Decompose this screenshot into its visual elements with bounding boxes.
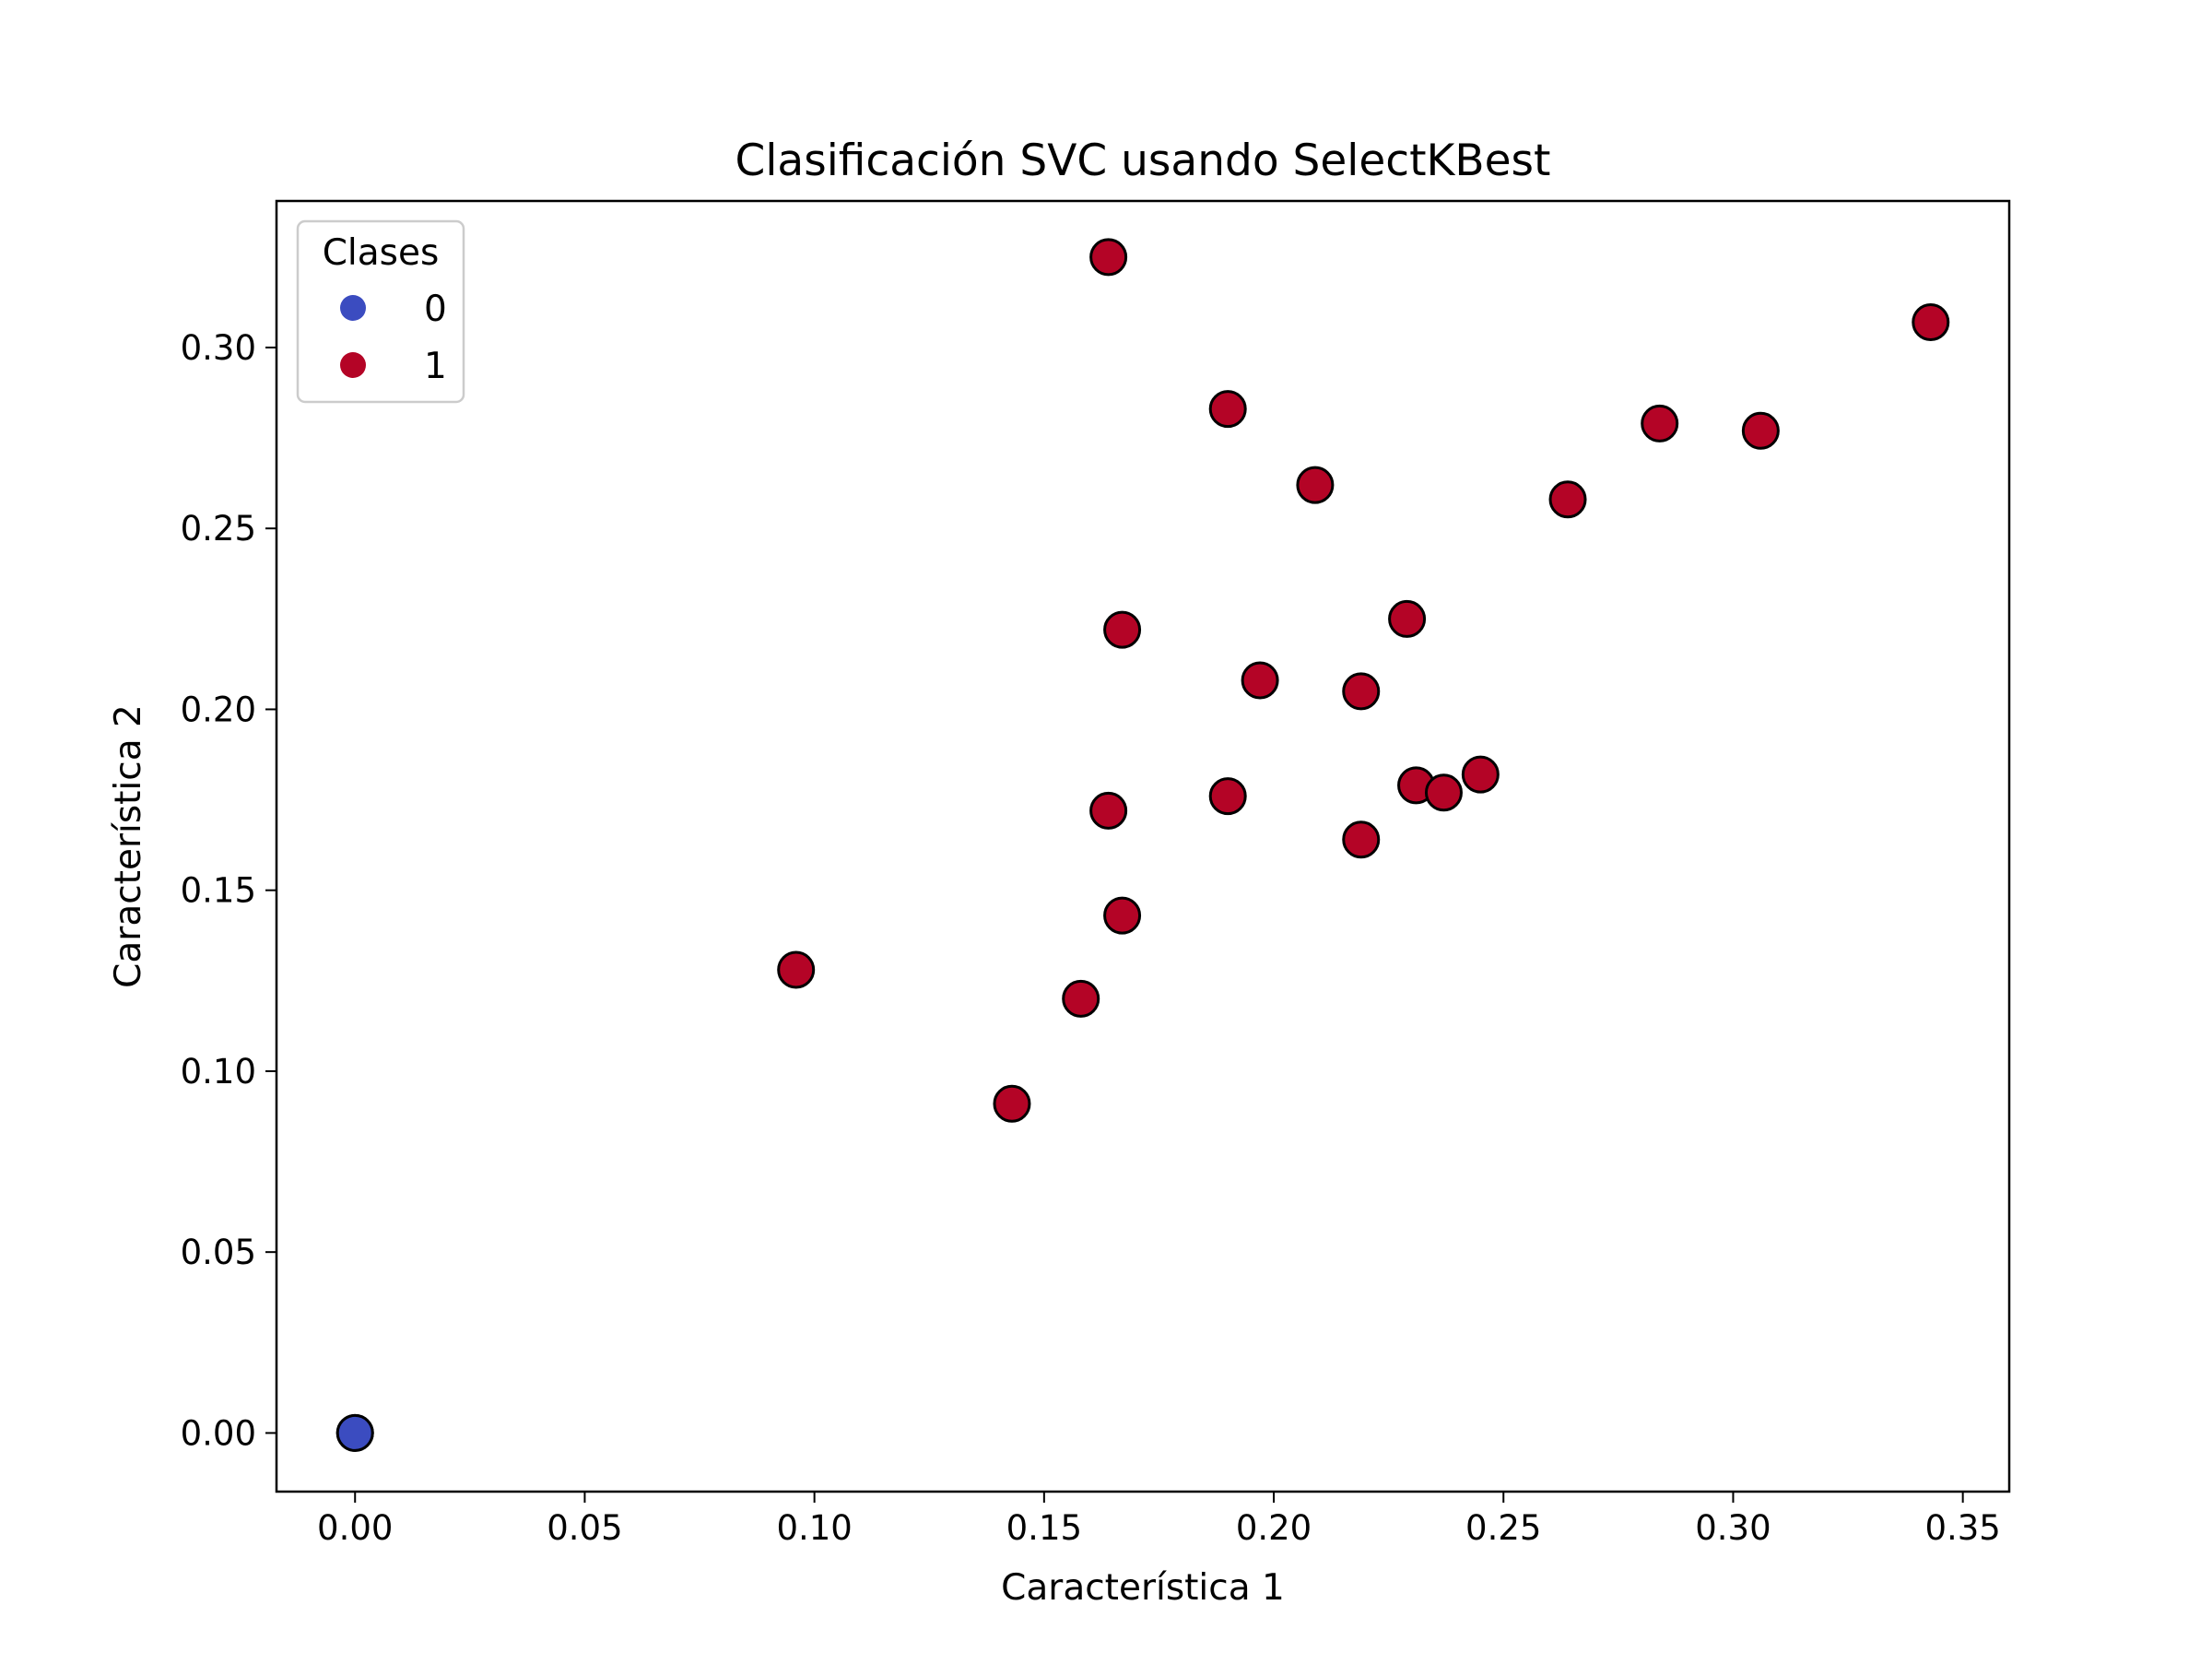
legend-title: Clases [323,232,440,274]
x-tick-label: 0.30 [1695,1508,1771,1548]
legend-marker-0 [340,295,366,321]
data-point-class-1 [1208,390,1247,429]
data-point-class-1 [1342,672,1381,711]
x-tick-label: 0.10 [776,1508,852,1548]
data-point-class-1 [1089,238,1128,277]
data-point-class-1 [993,1084,1031,1123]
data-point-class-1 [1342,820,1381,859]
data-point-class-1 [1912,302,1950,341]
y-tick-label: 0.15 [181,871,256,911]
y-axis-ticks: 0.00 0.05 0.10 0.15 0.20 0.25 0.30 [181,328,276,1453]
legend: Clases 0 1 [296,219,465,404]
x-axis-ticks: 0.00 0.05 0.10 0.15 0.20 0.25 0.30 0.35 [317,1492,2001,1548]
data-point-class-1 [777,950,816,989]
legend-label-1: 1 [424,346,447,387]
plot-frame [275,199,2011,1493]
y-tick-label: 0.05 [181,1233,256,1272]
x-tick-label: 0.35 [1924,1508,2000,1548]
data-point-class-1 [1388,599,1427,638]
x-tick-label: 0.05 [547,1508,622,1548]
data-points [335,238,1950,1452]
x-tick-label: 0.25 [1465,1508,1541,1548]
data-point-class-1 [1062,979,1100,1018]
data-point-class-1 [1641,404,1679,443]
data-point-class-1 [1103,610,1142,649]
y-tick-label: 0.25 [181,509,256,549]
y-tick-label: 0.30 [181,328,256,368]
chart-title: Clasificación SVC usando SelectKBest [735,136,1551,186]
legend-label-0: 0 [424,289,447,330]
x-tick-label: 0.00 [317,1508,393,1548]
y-tick-label: 0.20 [181,690,256,729]
legend-marker-1 [340,352,366,378]
data-point-class-1 [1208,777,1247,816]
data-point-class-1 [1548,480,1587,519]
data-point-class-1 [1741,411,1780,450]
legend-box [296,219,465,404]
data-point-class-1 [1089,791,1128,830]
data-point-class-0 [335,1413,374,1452]
data-point-class-1 [1241,661,1279,700]
x-tick-label: 0.20 [1236,1508,1312,1548]
y-axis-label: Característica 2 [108,704,149,988]
data-point-class-1 [1296,466,1335,504]
x-axis-label: Característica 1 [1001,1567,1285,1609]
data-point-class-1 [1424,773,1463,812]
data-point-class-1 [1103,896,1142,935]
data-point-class-1 [1461,755,1500,794]
x-tick-label: 0.15 [1006,1508,1082,1548]
y-tick-label: 0.00 [181,1413,256,1453]
y-tick-label: 0.10 [181,1052,256,1092]
